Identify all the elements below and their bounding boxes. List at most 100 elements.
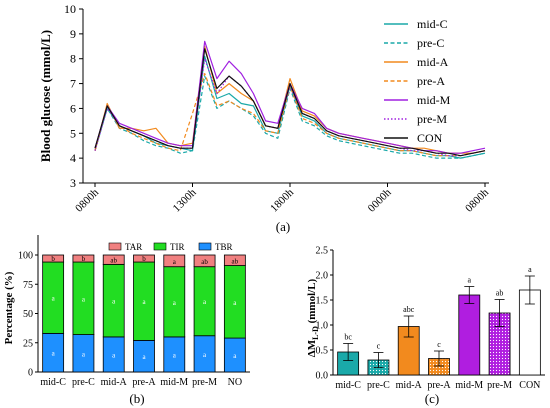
panel-b-y-tick-label: 50 xyxy=(23,309,33,320)
panel-a-series-line xyxy=(94,48,486,157)
panel-b-x-tick-label: NO xyxy=(228,377,242,388)
panel-b-segment-label: a xyxy=(173,351,177,359)
panel-b-segment-label: a xyxy=(52,295,56,303)
panel-b-x-tick-label: pre-C xyxy=(72,377,95,388)
panel-b-segment-label: ab xyxy=(110,257,117,265)
panel-a-y-tick-label: 4 xyxy=(70,151,76,165)
panel-b-x-tick-label: mid-M xyxy=(160,377,188,388)
panel-c-y-tick-label: 2.5 xyxy=(316,246,329,257)
panel-a-x-tick-label: 0800h xyxy=(463,186,491,214)
panel-b-legend-swatch xyxy=(108,242,122,251)
panel-b-y-tick-label: 75 xyxy=(23,280,33,291)
panel-c-significance-letter: c xyxy=(377,342,381,351)
panel-b-y-tick-label: 100 xyxy=(18,251,33,262)
panel-b-segment-label: ab xyxy=(201,258,208,266)
panel-a-x-tick-label: 1300h xyxy=(171,186,199,214)
panel-b-segment-label: a xyxy=(82,350,86,358)
panel-a-y-tick-label: 3 xyxy=(70,176,76,190)
panel-c-ylabel-unit: (mmol/L) xyxy=(306,278,318,326)
panel-a: 3 4 5 6 7 8 9 10 0800h 1300h 1800h 0000h 0800h Blood… xyxy=(38,2,491,234)
panel-b-x-tick-label: pre-M xyxy=(192,377,217,388)
panel-c-plot: 0.0 0.5 1.0 1.5 2.0 2.5 bc mid-C c pre-C abc mid-A c… xyxy=(316,246,545,391)
panel-a-x-tick-label: 0000h xyxy=(366,186,394,214)
panel-b-bar-segment xyxy=(133,254,155,263)
panel-b-legend-label: TBR xyxy=(215,242,233,252)
panel-c-significance-letter: ab xyxy=(496,289,504,298)
panel-a-legend-label: CON xyxy=(417,131,443,145)
panel-c-y-tick-label: 0.5 xyxy=(316,346,329,357)
panel-b-legend-label: TIR xyxy=(170,242,185,252)
panel-b-segment-label: a xyxy=(233,352,237,360)
panel-a-y-tick-label: 10 xyxy=(64,2,76,16)
panel-b-segment-label: a xyxy=(52,350,56,358)
panel-c-y-tick-label: 1.5 xyxy=(316,296,329,307)
panel-b-x-tick-label: pre-A xyxy=(132,377,156,388)
panel-b-plot: 0255075100aabmid-Caabpre-Caaabmid-Aaabpr… xyxy=(18,235,250,388)
panel-b-segment-label: a xyxy=(112,351,116,359)
panel-c-x-tick-label: pre-M xyxy=(487,380,512,391)
panel-a-legend-label: mid-A xyxy=(417,55,449,69)
panel-b-legend: TAR TIR TBR xyxy=(108,242,233,252)
panel-a-series-line xyxy=(94,45,486,154)
panel-a-legend-label: mid-C xyxy=(417,17,448,31)
panel-b-x-tick-label: mid-A xyxy=(101,377,128,388)
panel-b-legend-label: TAR xyxy=(125,242,142,252)
panel-a-ylabel: Blood glucose (mmol/L) xyxy=(38,30,53,162)
panel-a-series-line xyxy=(94,75,486,159)
panel-c-x-tick-label: mid-A xyxy=(396,380,423,391)
panel-c-x-tick-label: pre-C xyxy=(367,380,390,391)
panel-b-segment-label: a xyxy=(173,299,177,307)
panel-b-segment-label: a xyxy=(142,353,146,361)
panel-a-y-tick-label: 6 xyxy=(70,101,76,115)
panel-c-x-tick-label: CON xyxy=(519,380,540,391)
panel-c-x-tick-label: mid-M xyxy=(455,380,483,391)
panel-c-ylabel-main: ΔM xyxy=(306,339,318,357)
panel-b-segment-label: b xyxy=(142,255,146,263)
panel-b-segment-label: a xyxy=(173,258,177,266)
panel-b-segment-label: ab xyxy=(232,257,239,265)
panel-c-caption: (c) xyxy=(425,391,439,406)
panel-c-significance-letter: a xyxy=(528,265,532,274)
panel-c-significance-letter: c xyxy=(437,340,441,349)
panel-c-x-tick-label: mid-C xyxy=(335,380,361,391)
panel-b-bar-segment xyxy=(163,254,186,268)
panel-c-y-tick-label: 1.0 xyxy=(316,321,329,332)
panel-a-y-tick-label: 7 xyxy=(70,77,76,91)
panel-b-x-tick-label: mid-C xyxy=(40,377,66,388)
panel-c-ylabel: ΔML-D (mmol/L) xyxy=(306,278,320,357)
panel-c-ylabel-sub: L-D xyxy=(311,326,320,340)
panel-b-segment-label: a xyxy=(142,298,146,306)
panel-b: 0255075100aabmid-Caabpre-Caaabmid-Aaabpr… xyxy=(3,235,250,406)
panel-a-legend: mid-C pre-C mid-A pre-A mid-M pre-M CON xyxy=(384,17,451,145)
panel-c-significance-letter: abc xyxy=(403,305,415,314)
panel-a-legend-label: pre-M xyxy=(417,112,447,126)
panel-c-y-tick-label: 2.0 xyxy=(316,271,329,282)
panel-c-significance-letter: a xyxy=(468,276,472,285)
panel-a-caption: (a) xyxy=(276,219,290,234)
panel-a-x-tick-label: 0800h xyxy=(73,186,101,214)
panel-b-caption: (b) xyxy=(129,391,144,406)
panel-c-significance-letter: bc xyxy=(344,333,352,342)
panel-b-ylabel: Percentage (%) xyxy=(3,271,15,344)
panel-b-bar-segment xyxy=(102,254,125,265)
panel-c: 0.0 0.5 1.0 1.5 2.0 2.5 bc mid-C c pre-C abc mid-A c… xyxy=(306,246,545,406)
panel-a-y-tick-label: 8 xyxy=(70,52,76,66)
panel-b-y-tick-label: 0 xyxy=(28,368,33,379)
panel-c-y-tick-label: 0.0 xyxy=(316,371,329,382)
panel-b-bar-segment xyxy=(193,254,216,268)
panel-b-segment-label: a xyxy=(203,298,207,306)
panel-b-y-tick-label: 25 xyxy=(23,338,33,349)
panel-a-x-tick-label: 1800h xyxy=(268,186,296,214)
panel-a-legend-label: pre-C xyxy=(417,36,444,50)
panel-b-bar-segment xyxy=(72,254,95,263)
panel-b-segment-label: a xyxy=(82,295,86,303)
panel-c-bar xyxy=(458,294,481,376)
panel-b-segment-label: a xyxy=(112,298,116,306)
panel-b-legend-swatch xyxy=(153,242,167,251)
panel-b-segment-label: b xyxy=(82,255,86,263)
panel-a-plot: 3 4 5 6 7 8 9 10 0800h 1300h 1800h 0000h 0800h xyxy=(64,2,491,215)
panel-b-bar-segment xyxy=(42,254,65,263)
panel-b-bar-segment xyxy=(223,254,246,266)
panel-b-segment-label: a xyxy=(233,299,237,307)
